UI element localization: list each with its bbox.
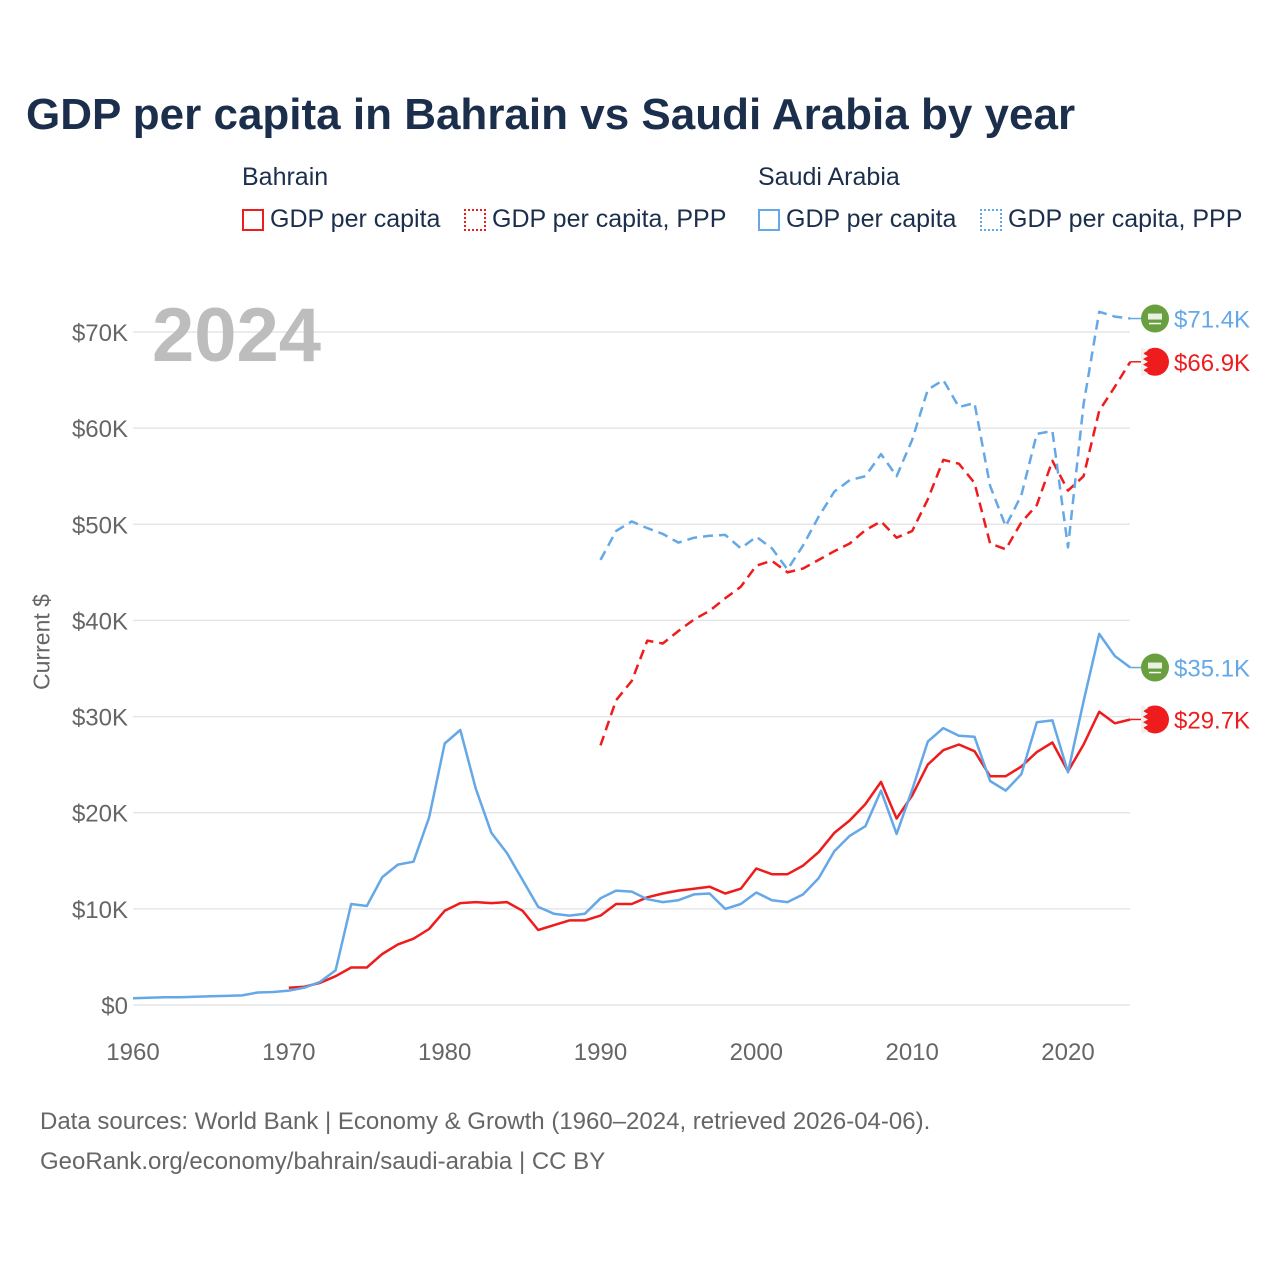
y-tick-label: $60K (72, 416, 128, 443)
bahrain-flag-icon (1141, 347, 1169, 376)
legend-label: GDP per capita (786, 205, 957, 233)
end-value-label: $29.7K (1174, 707, 1250, 734)
legend-label: GDP per capita, PPP (492, 205, 727, 233)
legend-group-saudi: Saudi Arabia (758, 163, 900, 191)
legend-swatch-dotted-blue (980, 208, 1002, 231)
x-tick-label: 2020 (1041, 1039, 1094, 1066)
saudi-flag-script (1148, 662, 1162, 669)
series-line-0 (288, 710, 1131, 989)
series-line-2 (132, 632, 1132, 1000)
legend-item-bahrain-gdp[interactable]: GDP per capita (242, 205, 440, 234)
bahrain-flag-icon (1141, 705, 1169, 734)
y-tick-label: $0 (101, 993, 128, 1020)
x-tick-label: 2010 (885, 1039, 938, 1066)
y-tick-label: $40K (72, 608, 128, 635)
y-tick-label: $10K (72, 897, 128, 924)
y-tick-label: $20K (72, 801, 128, 828)
footer-link[interactable]: GeoRank.org/economy/bahrain/saudi-arabia… (40, 1148, 606, 1175)
legend-swatch-solid-red (242, 208, 264, 231)
y-tick-label: $70K (72, 320, 128, 347)
legend-swatch-dotted-red (464, 208, 486, 231)
legend-group-bahrain: Bahrain (242, 163, 329, 191)
legend-label: GDP per capita, PPP (1008, 205, 1243, 233)
end-value-label: $66.9K (1174, 350, 1250, 377)
x-tick-label: 1980 (418, 1039, 471, 1066)
legend-label: GDP per capita (270, 205, 441, 233)
end-value-label: $71.4K (1174, 307, 1250, 334)
legend-item-saudi-gdp[interactable]: GDP per capita (758, 205, 956, 234)
legend-swatch-solid-blue (758, 208, 780, 231)
year-watermark: 2024 (152, 293, 322, 378)
x-tick-label: 2000 (730, 1039, 783, 1066)
saudi-flag-script (1148, 313, 1162, 320)
footer-sources: Data sources: World Bank | Economy & Gro… (40, 1108, 931, 1135)
legend-item-saudi-ppp[interactable]: GDP per capita, PPP (980, 205, 1242, 234)
bahrain-flag-serration (1141, 347, 1148, 376)
end-value-label: $35.1K (1174, 656, 1250, 683)
series-line-3 (599, 310, 1131, 571)
y-tick-label: $30K (72, 705, 128, 732)
bahrain-flag-serration (1141, 705, 1148, 734)
x-tick-label: 1970 (262, 1039, 315, 1066)
series-line-1 (599, 361, 1132, 746)
x-tick-label: 1960 (106, 1039, 159, 1066)
x-tick-label: 1990 (574, 1039, 627, 1066)
y-tick-label: $50K (72, 512, 128, 539)
chart-title: GDP per capita in Bahrain vs Saudi Arabi… (26, 90, 1076, 139)
legend-item-bahrain-ppp[interactable]: GDP per capita, PPP (464, 205, 726, 234)
y-axis-label: Current $ (28, 594, 55, 690)
